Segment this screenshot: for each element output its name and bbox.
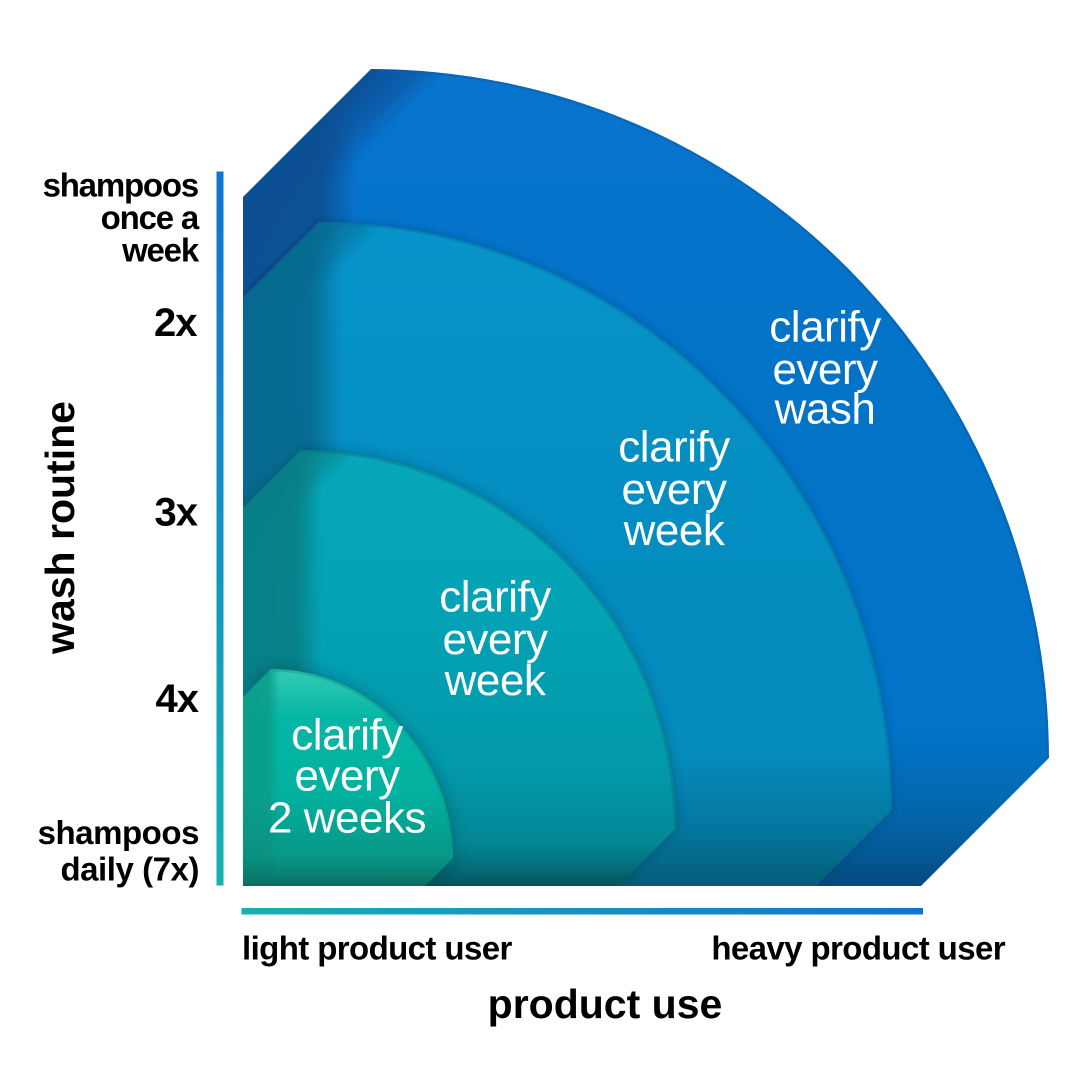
svg-text:clarify: clarify [769, 303, 881, 352]
svg-text:wash routine: wash routine [37, 401, 83, 655]
svg-text:shampoos: shampoos [43, 167, 198, 204]
svg-text:3x: 3x [155, 491, 198, 535]
svg-text:wash: wash [774, 384, 876, 433]
svg-text:heavy product user: heavy product user [711, 930, 1005, 967]
svg-text:week: week [444, 656, 547, 705]
svg-text:once a: once a [101, 199, 200, 236]
svg-text:daily (7x): daily (7x) [60, 851, 199, 888]
svg-text:clarify: clarify [618, 423, 730, 472]
svg-text:light product user: light product user [242, 930, 512, 967]
svg-text:week: week [623, 506, 726, 555]
svg-text:2 weeks: 2 weeks [268, 794, 426, 843]
svg-text:product use: product use [488, 981, 723, 1027]
svg-text:2x: 2x [154, 301, 197, 345]
svg-text:every: every [772, 345, 878, 394]
svg-text:clarify: clarify [291, 711, 403, 760]
svg-text:every: every [621, 465, 727, 514]
svg-text:4x: 4x [156, 677, 199, 721]
svg-text:week: week [121, 231, 200, 268]
svg-text:every: every [442, 615, 548, 664]
svg-text:clarify: clarify [439, 573, 551, 622]
svg-text:every: every [294, 752, 400, 801]
svg-text:shampoos: shampoos [38, 814, 199, 851]
